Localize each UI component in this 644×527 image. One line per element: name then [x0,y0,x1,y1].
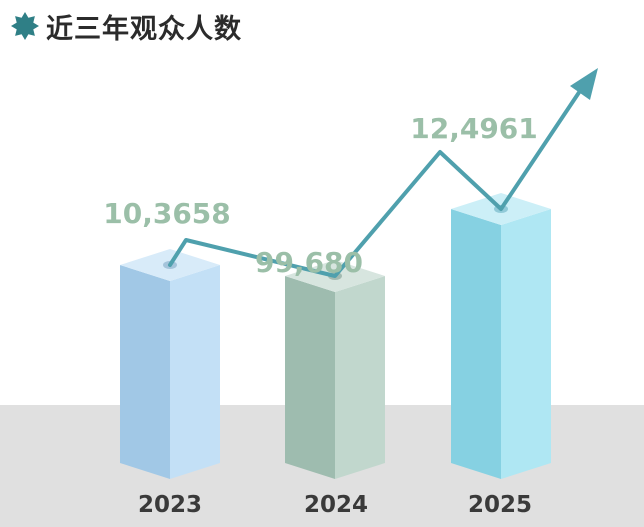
bar-left-face [120,265,170,479]
x-tick-label-2023: 2023 [138,492,202,518]
data-label-2023: 10,3658 [103,197,231,230]
data-label-2024: 99,680 [255,246,363,279]
star-icon [11,12,39,40]
bar-2025 [451,193,551,479]
bar-2023 [120,249,220,479]
bar-right-face [170,265,220,479]
bar-2024 [285,260,385,479]
x-tick-label-2025: 2025 [468,492,532,518]
chart-title: 近三年观众人数 [46,13,242,45]
trend-line [168,68,598,278]
bar-left-face [285,276,335,479]
bar-right-face [335,276,385,479]
bar-left-face [451,209,501,479]
chart-header: 近三年观众人数 [10,6,242,46]
bar-right-face [501,209,551,479]
x-tick-label-2024: 2024 [304,492,368,518]
data-label-2025: 12,4961 [410,112,538,145]
trend-polyline [168,74,592,278]
trend-arrowhead [570,68,598,100]
